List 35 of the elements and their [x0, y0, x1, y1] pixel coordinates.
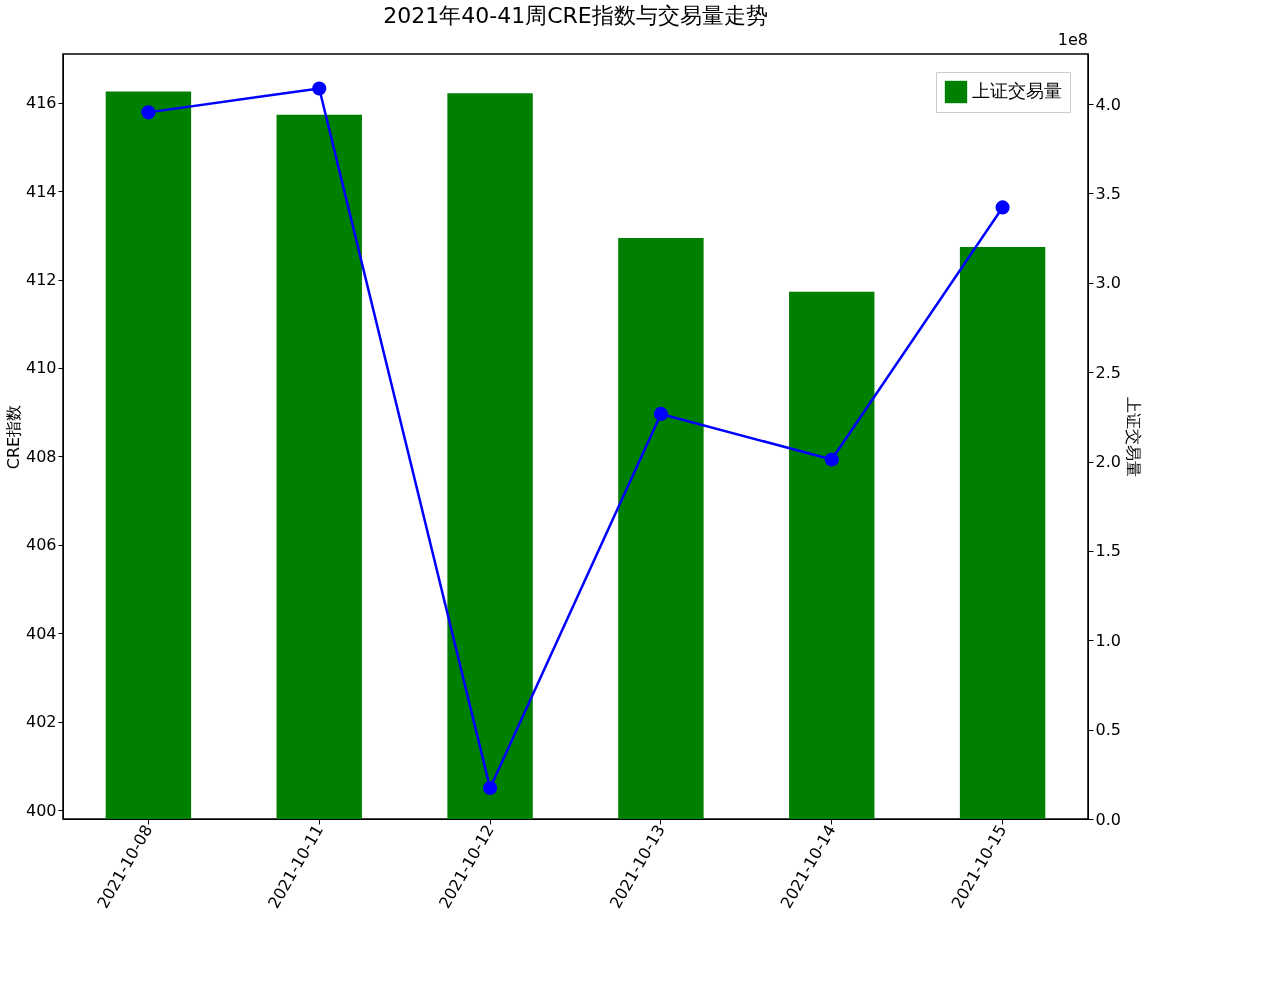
chart-title: 2021年40-41周CRE指数与交易量走势	[383, 3, 768, 28]
point	[824, 452, 839, 467]
y2-tick-label: 2.0	[1095, 452, 1121, 472]
y2-tick-label: 3.0	[1095, 273, 1121, 293]
y-tick-label: 406	[25, 535, 57, 555]
y-tick-label: 412	[25, 270, 57, 290]
y2-tick-label: 4.0	[1095, 94, 1121, 114]
y-tick-label: 404	[25, 623, 57, 643]
legend-label: 上证交易量	[972, 80, 1062, 101]
y-axis-title: CRE指数	[3, 404, 23, 470]
y2-axis-title: 上证交易量	[1123, 397, 1143, 477]
y-tick-label: 400	[25, 800, 57, 820]
y2-tick-label: 1.5	[1095, 541, 1121, 561]
bar	[789, 291, 875, 819]
point	[483, 780, 498, 796]
point	[995, 200, 1010, 215]
y2-tick-label: 1.0	[1095, 630, 1121, 650]
y-tick-label: 414	[25, 181, 57, 201]
bar	[447, 93, 533, 819]
point	[141, 105, 156, 120]
text: 1e8	[1057, 30, 1088, 49]
bar	[276, 114, 362, 819]
y2-tick-label: 2.5	[1095, 362, 1121, 382]
point	[653, 406, 668, 422]
y2-tick-label: 0.0	[1095, 809, 1121, 829]
bar	[105, 91, 192, 819]
y-tick-label: 408	[25, 446, 57, 466]
y2-tick-label: 3.5	[1095, 183, 1121, 203]
y-tick-label: 416	[25, 93, 57, 113]
y-tick-label: 402	[25, 712, 57, 732]
bar	[959, 247, 1046, 819]
bar	[618, 238, 704, 819]
point	[312, 81, 327, 96]
y-tick-label: 410	[25, 358, 57, 378]
y2-tick-label: 0.5	[1095, 720, 1121, 740]
